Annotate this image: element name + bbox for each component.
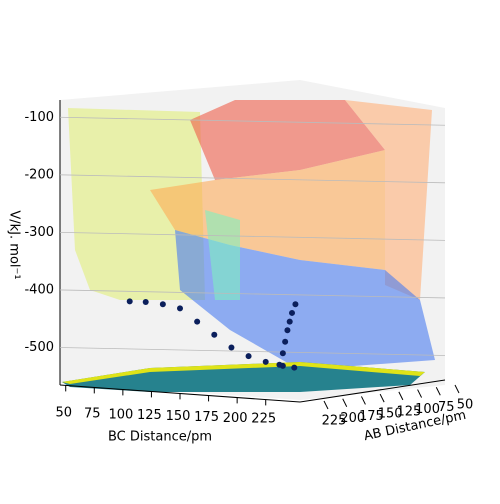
- trajectory-point: [211, 331, 218, 338]
- x-axis-label: BC Distance/pm: [108, 430, 212, 445]
- trajectory-point: [286, 318, 293, 325]
- y-tick: [379, 393, 385, 403]
- grid-line: [59, 116, 446, 126]
- grid-line: [59, 231, 446, 241]
- x-tick-label: 125: [137, 408, 162, 423]
- grid-line: [59, 347, 446, 356]
- y-tick: [454, 384, 460, 394]
- y-tick: [360, 396, 366, 405]
- floor-contour-edge: [62, 362, 425, 384]
- grid-line: [59, 174, 446, 184]
- trajectory-point: [279, 350, 286, 357]
- x-tick-label: 200: [223, 411, 248, 426]
- z-tick-label: -500: [24, 340, 54, 355]
- y-tick-label: 100: [415, 402, 440, 417]
- y-tick-label: 125: [396, 404, 421, 419]
- trajectory-point: [291, 364, 298, 371]
- y-axis-line: [299, 379, 446, 403]
- y-tick: [435, 387, 441, 396]
- trajectory-point: [159, 301, 166, 308]
- grid-line: [59, 289, 446, 299]
- x-tick-label: 75: [84, 407, 101, 422]
- z-tick-label: -200: [24, 167, 54, 182]
- y-tick-label: 150: [378, 407, 403, 422]
- trajectory-point: [276, 361, 283, 368]
- trajectory-point: [284, 327, 291, 334]
- trajectory-point: [228, 344, 235, 351]
- y-tick-label: 200: [340, 411, 365, 426]
- trajectory-point: [194, 318, 201, 325]
- x-tick-label: 150: [166, 409, 191, 424]
- y-tick-label: 75: [438, 400, 455, 415]
- y-tick-label: 225: [322, 414, 347, 429]
- x-tick-label: 225: [251, 412, 276, 427]
- y-tick: [417, 389, 423, 398]
- x-tick-label: 175: [194, 410, 219, 425]
- trajectory-point: [126, 298, 133, 305]
- z-tick-label: -100: [24, 110, 54, 125]
- y-tick: [323, 400, 329, 410]
- y-tick-label: 50: [457, 398, 474, 413]
- trajectory-point: [245, 353, 252, 360]
- trajectory-point: [262, 358, 269, 365]
- y-tick-label: 175: [359, 409, 384, 424]
- trajectory-point: [292, 301, 299, 308]
- x-tick-label: 100: [108, 407, 133, 422]
- trajectory-point: [289, 309, 295, 316]
- surface-right: [345, 100, 432, 300]
- z-tick-label: -300: [24, 225, 54, 240]
- y-tick: [342, 398, 348, 407]
- trajectory-point: [142, 299, 149, 306]
- z-tick-label: -400: [24, 282, 54, 297]
- trajectory-point: [282, 338, 289, 345]
- x-tick-label: 50: [55, 406, 72, 421]
- surface-valley: [205, 210, 240, 300]
- surface-left: [68, 108, 205, 300]
- trajectory-point: [177, 305, 183, 312]
- z-axis-label: V/kJ. mol⁻¹: [7, 210, 22, 279]
- surface-top: [190, 100, 385, 180]
- y-tick: [398, 391, 404, 401]
